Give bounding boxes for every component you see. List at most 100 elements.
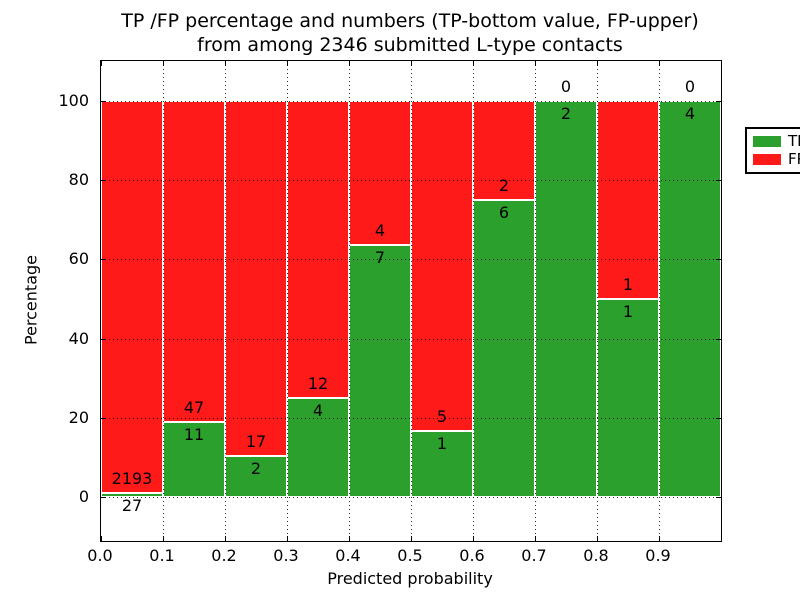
bar-count-label-fp: 2 [498,175,510,195]
tick-mark [101,61,102,66]
bar-segment-tp [597,299,659,498]
tick-label-x: 0.5 [397,546,423,565]
tick-mark [101,180,106,181]
tick-mark [287,536,288,541]
bar-segment-fp [349,100,411,245]
bar-count-label-tp: 2 [560,103,572,123]
bar-segment-fp [225,100,287,456]
bar-segment-fp [287,100,349,399]
bar-segment-tp [473,199,535,498]
tick-label-x: 0.6 [459,546,485,565]
gridline-v [163,61,164,541]
tick-label-x: 0.7 [521,546,547,565]
tp-legend-swatch [753,136,781,147]
tick-mark [163,536,164,541]
tick-mark [225,61,226,66]
bar-count-label-fp: 0 [560,76,572,96]
gridline-v [411,61,412,541]
chart-title-line2: from among 2346 submitted L-type contact… [197,34,623,56]
bar-segment-tp [349,244,411,498]
x-axis-label: Predicted probability [327,569,493,588]
fp-legend-swatch [753,154,781,165]
bar-count-label-tp: 2 [250,458,262,478]
bar-segment-tp [163,422,225,498]
bar-segment-tp [101,492,163,498]
tick-mark [716,339,721,340]
gridline-v [659,61,660,541]
bar-count-label-fp: 2193 [111,468,153,488]
tick-mark [349,536,350,541]
bar-count-label-tp: 4 [684,103,696,123]
tick-mark [659,61,660,66]
tick-mark [225,536,226,541]
gridline-v [535,61,536,541]
tick-mark [163,61,164,66]
bar-count-label-tp: 6 [498,202,510,222]
ticks-layer [101,61,721,541]
tick-label-x: 0.4 [335,546,361,565]
bar-count-label-fp: 0 [684,76,696,96]
tick-mark [101,536,102,541]
tick-mark [411,61,412,66]
annotations-layer: 2193 27 47 11 17 2 12 4 4 7 5 1 2 6 0 2 1 1 0 4 [101,61,721,541]
grid-layer [101,61,721,541]
legend-entry-fp: FP [753,152,800,167]
chart-title: TP /FP percentage and numbers (TP-bottom… [100,9,720,57]
gridline-v [225,61,226,541]
tick-mark [473,536,474,541]
fp-legend-label: FP [788,150,800,168]
bar-segment-tp [287,398,349,498]
bar-count-label-fp: 5 [436,407,448,427]
gridline-v [597,61,598,541]
tp-legend-label: TP [788,132,800,150]
tick-mark [659,536,660,541]
bar-count-label-tp: 4 [312,401,324,421]
tick-mark [535,61,536,66]
tick-label-y: 40 [68,328,89,348]
bar-count-label-tp: 1 [622,302,634,322]
tick-mark [597,61,598,66]
tick-mark [716,180,721,181]
tick-label-x: 0.3 [273,546,299,565]
bar-segment-tp [659,100,721,498]
tick-mark [101,339,106,340]
bar-count-label-fp: 1 [622,275,634,295]
tick-label-x: 0.8 [583,546,609,565]
tick-mark [411,536,412,541]
tick-mark [535,536,536,541]
tick-mark [101,497,106,498]
bar-count-label-tp: 1 [436,434,448,454]
tick-label-y: 80 [68,170,89,189]
bars-layer [101,61,721,541]
bar-segment-fp [101,100,163,493]
tick-mark [101,418,106,419]
tick-label-x: 0.9 [645,546,671,565]
tick-label-x: 0.0 [87,546,113,565]
bar-count-label-fp: 17 [245,431,267,451]
bar-count-label-tp: 27 [121,495,143,515]
bar-count-label-fp: 4 [374,220,386,240]
y-axis-label: Percentage [21,254,41,346]
bar-count-label-tp: 7 [374,247,386,267]
tick-mark [349,61,350,66]
tick-label-x: 0.1 [149,546,175,565]
tick-label-y: 20 [68,408,89,428]
tick-label-y: 60 [68,249,89,269]
bar-count-label-tp: 11 [183,425,205,445]
tick-mark [101,259,106,260]
bar-count-label-fp: 47 [183,398,205,418]
legend-entry-tp: TP [753,134,800,149]
tick-mark [716,101,721,102]
tick-label-y: 0 [78,487,89,507]
tick-mark [716,497,721,498]
legend: TP FP [745,127,800,174]
tick-mark [597,536,598,541]
tick-mark [287,61,288,66]
bar-segment-fp [597,100,659,299]
tick-mark [101,101,106,102]
gridline-v [349,61,350,541]
bar-segment-tp [411,431,473,498]
tick-mark [716,259,721,260]
